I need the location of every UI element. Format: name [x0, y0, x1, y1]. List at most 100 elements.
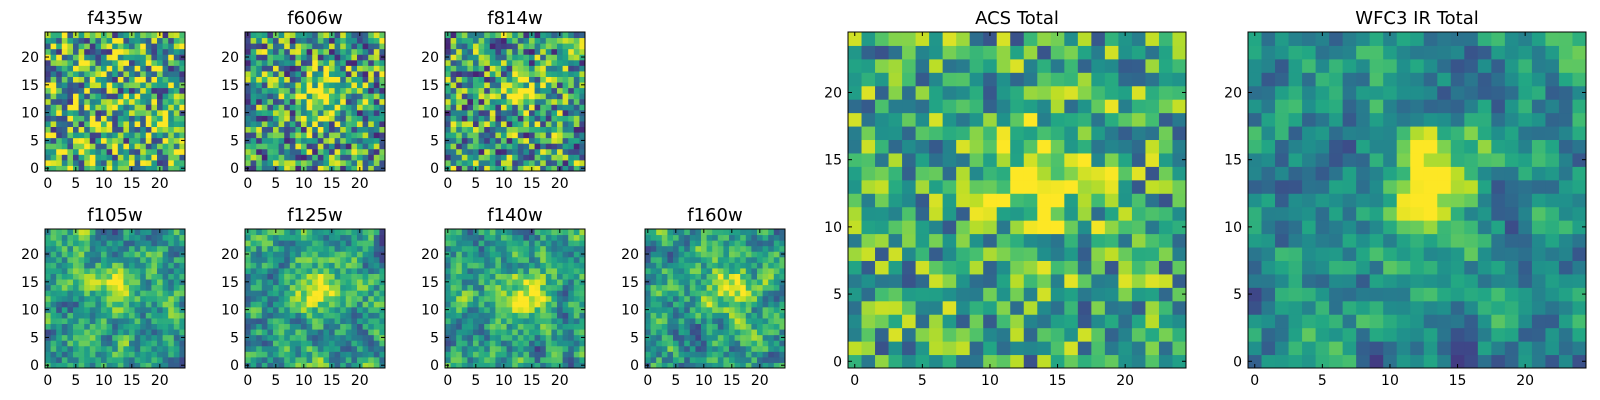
heatmap-cell	[495, 284, 502, 291]
heatmap-cell	[473, 98, 480, 105]
heatmap-cell	[529, 76, 536, 83]
heatmap-cell	[157, 59, 164, 66]
heatmap-cell	[1037, 260, 1052, 275]
heatmap-cell	[312, 87, 319, 94]
heatmap-cell	[501, 262, 508, 269]
heatmap-cell	[717, 356, 724, 363]
heatmap-cell	[445, 290, 452, 297]
heatmap-cell	[888, 247, 903, 261]
heatmap-cell	[250, 37, 257, 44]
heatmap-cell	[267, 256, 274, 263]
heatmap-cell	[645, 345, 652, 352]
heatmap-cell	[357, 356, 364, 363]
heatmap-cell	[140, 362, 147, 369]
heatmap-cell	[278, 37, 285, 44]
heatmap-cell	[573, 104, 580, 111]
heatmap-cell	[157, 65, 164, 72]
heatmap-cell	[95, 115, 102, 122]
heatmap-cell	[368, 362, 375, 369]
heatmap-cell	[529, 323, 536, 330]
heatmap-cell	[678, 301, 685, 308]
heatmap-cell	[1172, 327, 1187, 342]
heatmap-cell	[95, 356, 102, 363]
heatmap-cell	[461, 109, 468, 116]
heatmap-cell	[301, 317, 308, 325]
heatmap-cell	[340, 109, 347, 116]
heatmap-cell	[168, 334, 175, 341]
heatmap-cell	[295, 323, 302, 330]
heatmap-cell	[129, 126, 136, 133]
heatmap-cell	[267, 334, 274, 341]
heatmap-cell	[661, 229, 668, 236]
heatmap-cell	[489, 312, 496, 319]
heatmap-cell	[145, 65, 152, 72]
heatmap-cell	[573, 240, 580, 247]
heatmap-cell	[568, 345, 575, 352]
heatmap-cell	[256, 234, 263, 241]
heatmap-cell	[140, 234, 147, 241]
heatmap-cell	[745, 295, 752, 302]
heatmap-cell	[517, 345, 524, 352]
heatmap-cell	[250, 229, 257, 236]
heatmap-cell	[345, 137, 352, 144]
heatmap-cell	[1023, 341, 1038, 356]
heatmap-cell	[689, 245, 696, 252]
heatmap-cell	[250, 329, 257, 336]
heatmap-cell	[168, 345, 175, 352]
heatmap-cell	[512, 109, 519, 116]
heatmap-cell	[267, 356, 274, 363]
heatmap-cell	[915, 166, 930, 181]
heatmap-cell	[461, 37, 468, 44]
heatmap-cell	[289, 245, 296, 252]
heatmap-cell	[345, 279, 352, 286]
heatmap-cell	[534, 234, 541, 241]
heatmap-cell	[173, 132, 180, 139]
heatmap-cell	[323, 345, 330, 352]
heatmap-cell	[162, 284, 169, 291]
heatmap-cell	[106, 93, 113, 100]
heatmap-cell	[673, 267, 680, 274]
heatmap-cell	[334, 132, 341, 139]
heatmap-cell	[751, 312, 758, 319]
heatmap-cell	[373, 273, 380, 280]
heatmap-cell	[73, 356, 80, 363]
heatmap-cell	[1023, 220, 1038, 235]
heatmap-cell	[768, 334, 775, 341]
heatmap-cell	[61, 323, 68, 330]
heatmap-cell	[484, 262, 491, 269]
heatmap-cell	[179, 120, 186, 128]
heatmap-cell	[134, 240, 141, 247]
heatmap-cell	[78, 306, 85, 313]
heatmap-cell	[256, 279, 263, 286]
heatmap-cell	[712, 229, 719, 236]
heatmap-cell	[151, 43, 158, 50]
heatmap-cell	[56, 59, 63, 66]
heatmap-cell	[729, 256, 736, 263]
heatmap-cell	[73, 240, 80, 247]
heatmap-cell	[1037, 193, 1052, 208]
heatmap-cell	[245, 148, 252, 155]
y-tick-label: 10	[421, 106, 439, 122]
heatmap-cell	[162, 82, 169, 89]
heatmap-cell	[517, 32, 524, 39]
heatmap-cell	[768, 356, 775, 363]
heatmap-cell	[340, 54, 347, 61]
heatmap-cell	[323, 43, 330, 50]
heatmap-cell	[888, 206, 903, 221]
heatmap-cell	[357, 312, 364, 319]
heatmap-cell	[334, 279, 341, 286]
heatmap-cell	[701, 284, 708, 291]
heatmap-cell	[129, 256, 136, 263]
heatmap-cell	[134, 59, 141, 66]
heatmap-cell	[523, 356, 530, 363]
heatmap-cell	[915, 354, 930, 369]
heatmap-cell	[1023, 193, 1038, 208]
heatmap-cell	[112, 70, 119, 77]
heatmap-cell	[942, 247, 957, 261]
heatmap-cell	[323, 306, 330, 313]
heatmap-cell	[168, 295, 175, 302]
heatmap-cell	[323, 290, 330, 297]
heatmap-cell	[534, 82, 541, 89]
heatmap-cell	[151, 126, 158, 133]
heatmap-cell	[351, 82, 358, 89]
